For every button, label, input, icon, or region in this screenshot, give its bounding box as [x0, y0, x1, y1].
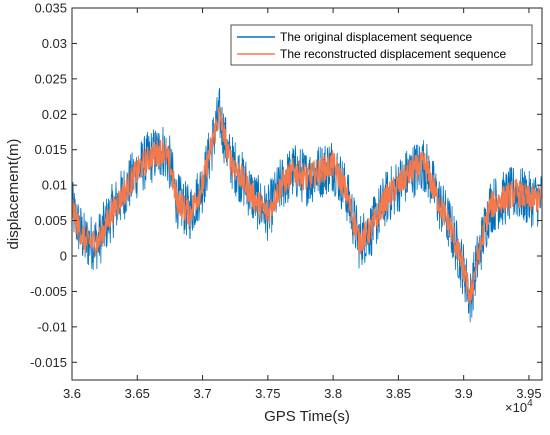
x-tick-label: 3.75 — [255, 386, 280, 401]
y-tick-label: 0.015 — [34, 142, 67, 157]
x-exponent-power: 4 — [527, 398, 533, 409]
y-tick-label: 0.025 — [34, 71, 67, 86]
x-tick-label: 3.95 — [516, 386, 541, 401]
x-exponent-base: ×10 — [505, 400, 527, 415]
ticks-layer: 3.6 3.65 3.7 3.75 3.8 3.85 3.9 3.95 -0.015 -0.01 -… — [30, 1, 542, 401]
plot-frame — [71, 7, 543, 381]
y-tick-label: -0.015 — [30, 355, 67, 370]
x-tick-label: 3.6 — [63, 386, 81, 401]
y-axis-label: displacement(m) — [5, 139, 22, 250]
x-tick-label: 3.85 — [386, 386, 411, 401]
y-tick-label: 0.01 — [42, 178, 67, 193]
y-tick-label: 0.02 — [42, 107, 67, 122]
x-tick-label: 3.9 — [455, 386, 473, 401]
x-axis-label: GPS Time(s) — [264, 408, 350, 425]
x-tick-label: 3.65 — [125, 386, 150, 401]
legend: The original displacement sequence The r… — [230, 24, 533, 66]
x-tick-label: 3.8 — [324, 386, 342, 401]
legend-entry-original: The original displacement sequence — [280, 30, 472, 44]
x-tick-label: 3.7 — [194, 386, 212, 401]
legend-entry-reconstructed: The reconstructed displacement sequence — [280, 47, 506, 61]
series-line-reconstructed — [71, 106, 543, 304]
legend-box — [230, 24, 533, 66]
y-tick-label: 0.03 — [42, 36, 67, 51]
series-layer — [71, 87, 543, 323]
y-tick-label: -0.01 — [37, 319, 67, 334]
y-tick-label: -0.005 — [30, 284, 67, 299]
y-tick-label: 0.005 — [34, 213, 67, 228]
y-tick-label: 0 — [60, 249, 67, 264]
y-tick-label: 0.035 — [34, 1, 67, 16]
x-axis-exponent: ×104 — [505, 398, 533, 415]
